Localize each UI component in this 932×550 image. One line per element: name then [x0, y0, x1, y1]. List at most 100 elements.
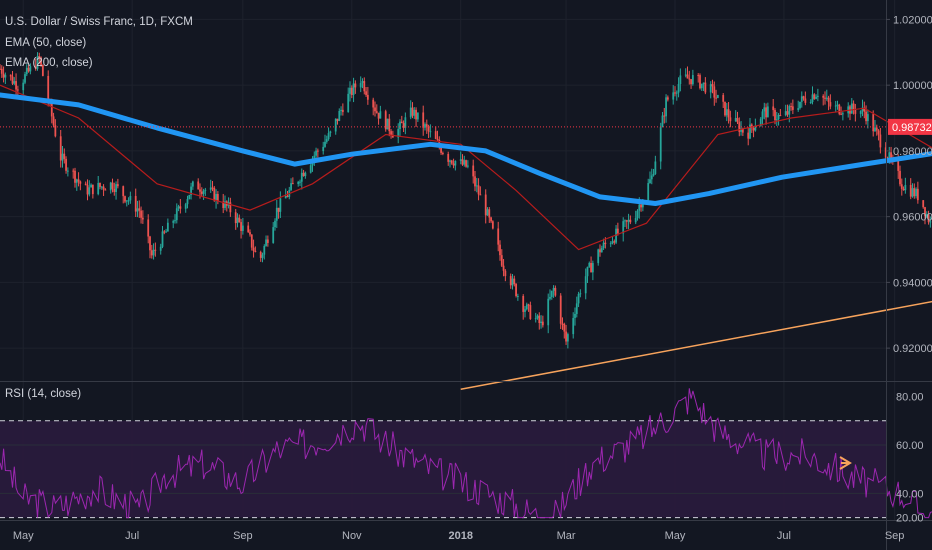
- candle-body: [377, 112, 380, 119]
- candle-body: [149, 236, 151, 251]
- legend-ema200[interactable]: EMA (200, close): [5, 57, 93, 69]
- candle-body: [586, 266, 589, 277]
- candle-body: [36, 56, 39, 69]
- candle-body: [616, 228, 619, 234]
- rsi-line[interactable]: [0, 388, 932, 519]
- ema50-line[interactable]: [0, 59, 932, 251]
- price-tick-label: 1.02000: [893, 14, 932, 26]
- candle-body: [541, 321, 544, 326]
- candle-body: [522, 295, 525, 312]
- candle-body: [479, 194, 482, 196]
- candle-body: [815, 96, 817, 99]
- candle-body: [152, 249, 155, 256]
- candle-body: [199, 189, 201, 192]
- candle-body: [515, 284, 517, 297]
- candle-body: [829, 102, 832, 107]
- candle-body: [215, 193, 217, 201]
- candle-body: [422, 112, 425, 128]
- ema200-line[interactable]: [0, 92, 932, 206]
- last-price-text: 0.98732: [892, 122, 932, 134]
- trendline-1[interactable]: [460, 184, 932, 390]
- candle-body: [661, 115, 664, 127]
- candle-body: [472, 165, 475, 177]
- candle-body: [277, 207, 280, 212]
- candle-body: [52, 116, 55, 126]
- candle-body: [659, 126, 662, 162]
- candle-body: [179, 206, 182, 209]
- candle-body: [779, 115, 782, 117]
- candle-body: [516, 295, 519, 297]
- candle-body: [749, 124, 751, 139]
- candle-body: [799, 101, 801, 109]
- candle-body: [513, 278, 516, 285]
- candle-body: [425, 124, 428, 128]
- candle-body: [250, 234, 253, 248]
- candle-body: [500, 255, 503, 266]
- candle-body: [416, 112, 419, 120]
- legend-ema50[interactable]: EMA (50, close): [5, 37, 86, 49]
- time-tick-label: May: [665, 530, 686, 542]
- candle-body: [29, 66, 32, 72]
- candle-body: [122, 186, 125, 197]
- candle-body: [490, 217, 492, 222]
- candle-body: [774, 110, 776, 121]
- time-tick-label: May: [13, 530, 34, 542]
- candle-body: [427, 127, 430, 132]
- candle-body: [624, 220, 626, 222]
- candle-body: [202, 190, 205, 194]
- candle-body: [354, 83, 357, 88]
- candle-body: [177, 206, 180, 209]
- candle-body: [236, 217, 239, 224]
- main-plot: [0, 52, 932, 390]
- price-axis[interactable]: 1.02000 1.00000 0.98000 0.96000 0.94000 0.920…: [886, 14, 932, 355]
- candle-body: [809, 102, 812, 104]
- candle-body: [72, 170, 75, 172]
- candle-body: [386, 118, 389, 130]
- candle-body: [836, 104, 839, 106]
- candle-body: [591, 263, 594, 273]
- candle-body: [899, 170, 901, 185]
- candle-body: [915, 188, 917, 197]
- candle-body: [213, 187, 216, 201]
- rsi-axis[interactable]: 80.00 60.00 40.00 20.00: [896, 392, 924, 525]
- candle-body: [172, 221, 175, 223]
- candle-body: [459, 159, 462, 161]
- candle-body: [850, 103, 853, 114]
- candle-body: [484, 194, 487, 216]
- last-price-label: 0.98732: [888, 118, 932, 135]
- candle-body: [888, 152, 891, 159]
- candle-body: [697, 75, 700, 77]
- candle-body: [411, 107, 414, 116]
- candle-body: [379, 111, 382, 119]
- candle-body: [102, 186, 105, 190]
- candle-body: [309, 165, 312, 173]
- candle-body: [775, 119, 778, 121]
- arrow-right-icon[interactable]: [839, 456, 852, 470]
- candle-body: [0, 68, 3, 74]
- candle-body: [791, 106, 794, 110]
- candle-body: [602, 242, 605, 249]
- rsi-band: [0, 420, 886, 518]
- candle-body: [636, 210, 639, 218]
- candle-body: [684, 74, 687, 76]
- candle-body: [399, 121, 401, 130]
- candle-body: [874, 127, 876, 132]
- candle-body: [929, 221, 932, 223]
- candle-body: [497, 228, 500, 245]
- candle-body: [902, 188, 905, 191]
- candle-body: [738, 122, 741, 132]
- candle-body: [252, 247, 255, 251]
- candle-body: [147, 219, 150, 237]
- price-tick-label: 0.92000: [893, 343, 932, 355]
- last-price-box: [888, 118, 932, 135]
- candle-body: [711, 84, 714, 87]
- candle-body: [40, 57, 42, 66]
- candle-body: [561, 323, 564, 325]
- time-tick-label: Mar: [557, 530, 576, 542]
- candle-body: [349, 87, 351, 94]
- candle-body: [486, 209, 489, 216]
- candle-body: [466, 165, 469, 167]
- time-axis[interactable]: MayJulSepNov2018MarMayJulSepNov2019MarMa…: [13, 530, 932, 542]
- candle-body: [540, 321, 542, 324]
